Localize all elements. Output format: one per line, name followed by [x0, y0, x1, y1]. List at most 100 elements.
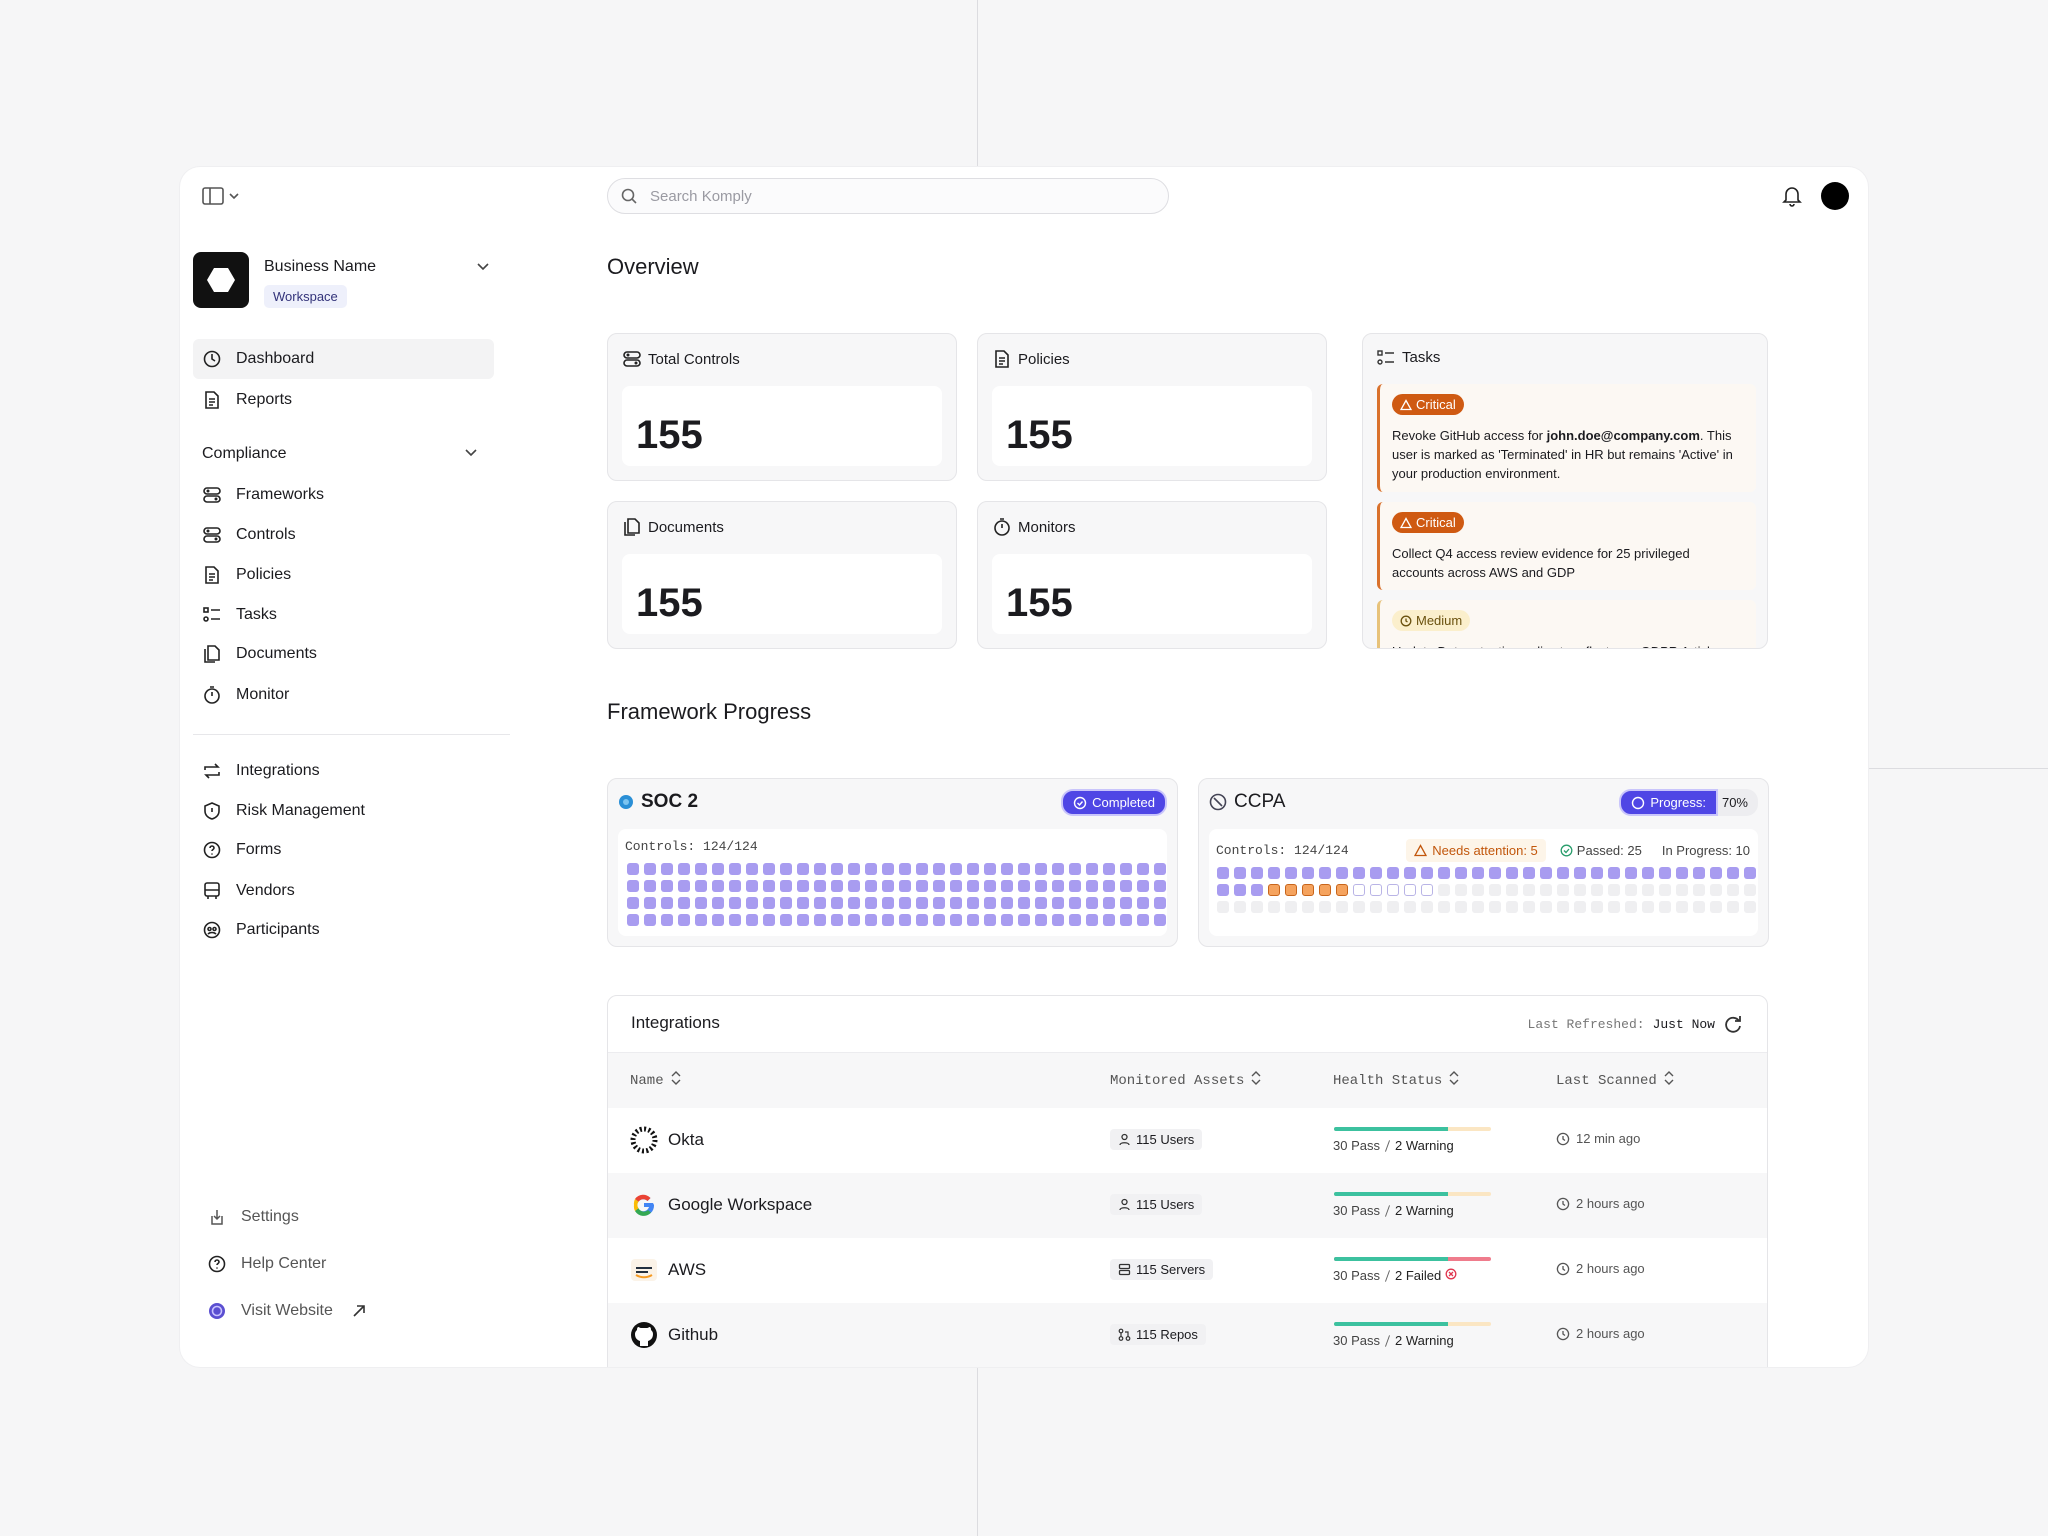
- search-box[interactable]: Search Komply: [607, 178, 1169, 214]
- control-square: [1591, 884, 1603, 896]
- nav-item[interactable]: Integrations: [202, 751, 320, 791]
- control-square: [1018, 880, 1030, 892]
- control-square: [1625, 884, 1637, 896]
- column-header[interactable]: Monitored Assets: [1110, 1070, 1262, 1091]
- control-square: [1455, 901, 1467, 913]
- nav-section[interactable]: Compliance: [202, 434, 492, 474]
- graphic: [1119, 1133, 1130, 1146]
- graphic: [631, 198, 637, 204]
- sidebar-toggle[interactable]: [202, 186, 242, 206]
- nav-item[interactable]: Vendors: [202, 871, 295, 911]
- controls-count: Controls: 124/124: [625, 839, 758, 854]
- framework-name: SOC 2: [618, 791, 698, 813]
- task-item[interactable]: Medium Update Data retention policy to re…: [1377, 600, 1756, 648]
- graphic: [202, 187, 224, 205]
- nav-icon: [204, 763, 220, 779]
- graphic: [1118, 1336, 1124, 1341]
- nav-item[interactable]: Frameworks: [202, 475, 324, 515]
- table-row[interactable]: Okta 115 Users 30 Pass 2 Warning 12 min ago: [608, 1108, 1767, 1174]
- table-header: [608, 1052, 1767, 1110]
- table-row[interactable]: Google Workspace 115 Users 30 Pass 2 Warnin…: [608, 1173, 1767, 1239]
- control-square: [1154, 897, 1166, 909]
- table-row[interactable]: AWS 115 Servers 30 Pass 2 Failed 2 hours ago: [608, 1238, 1767, 1304]
- control-square: [746, 914, 758, 926]
- guide-line: [977, 1367, 978, 1536]
- task-item[interactable]: Critical Collect Q4 access review evidenc…: [1377, 502, 1756, 590]
- control-square: [899, 863, 911, 875]
- control-square: [1591, 867, 1603, 879]
- nav-item[interactable]: Visit Website: [207, 1291, 333, 1331]
- chevron[interactable]: [476, 259, 490, 273]
- control-square: [1285, 901, 1297, 913]
- control-square: [1404, 884, 1416, 896]
- control-square: [1472, 901, 1484, 913]
- nav-item[interactable]: Help Center: [207, 1244, 326, 1284]
- refresh-button[interactable]: [1723, 1014, 1743, 1034]
- graphic: [1556, 1327, 1570, 1340]
- control-square: [1693, 884, 1705, 896]
- control-square: [1035, 863, 1047, 875]
- stat-card: Total Controls 155: [607, 333, 957, 481]
- graphic: [214, 1259, 220, 1266]
- column-header[interactable]: Name: [630, 1070, 682, 1091]
- nav-item[interactable]: Participants: [202, 910, 320, 950]
- in-progress: In Progress: 10: [1661, 843, 1750, 858]
- control-square: [1370, 901, 1382, 913]
- nav-icon: [209, 1303, 225, 1319]
- control-square: [1103, 863, 1115, 875]
- control-square: [933, 863, 945, 875]
- nav-item[interactable]: Monitor: [202, 675, 289, 715]
- avatar[interactable]: [1821, 182, 1849, 210]
- graphic: [209, 845, 215, 852]
- control-square: [746, 897, 758, 909]
- control-square: [1727, 867, 1739, 879]
- control-square: [746, 880, 758, 892]
- nav-item[interactable]: Tasks: [202, 595, 277, 635]
- control-square: [814, 880, 826, 892]
- nav-item[interactable]: Policies: [202, 555, 291, 595]
- control-square: [865, 914, 877, 926]
- nav-item[interactable]: Controls: [202, 515, 296, 555]
- control-square: [1001, 914, 1013, 926]
- graphic: [203, 487, 221, 495]
- control-square: [814, 863, 826, 875]
- graphic: [1121, 1133, 1128, 1141]
- graphic: [1119, 1142, 1130, 1146]
- needs-attention-label: Needs attention: 5: [1432, 843, 1538, 858]
- nav-label: Visit Website: [241, 1302, 333, 1319]
- control-square: [916, 914, 928, 926]
- control-square: [695, 863, 707, 875]
- table-row[interactable]: Github 115 Repos 30 Pass 2 Warning 2 hours a…: [608, 1303, 1767, 1367]
- assets-label: 115 Servers: [1136, 1262, 1206, 1277]
- nav-item[interactable]: Risk Management: [202, 791, 365, 831]
- column-label: Name: [630, 1072, 664, 1089]
- column-header[interactable]: Last Scanned: [1556, 1070, 1675, 1091]
- control-square: [712, 914, 724, 926]
- task-text-part: Collect Q4 access review evidence for 25…: [1392, 546, 1690, 580]
- graphic: [353, 1305, 365, 1317]
- notifications[interactable]: [1782, 185, 1802, 207]
- control-square: [1251, 867, 1263, 879]
- column-header[interactable]: Health Status: [1333, 1070, 1460, 1091]
- control-square: [1086, 880, 1098, 892]
- graphic: [1735, 1016, 1741, 1022]
- task-item[interactable]: Critical Revoke GitHub access for john.do…: [1377, 384, 1756, 492]
- control-square: [627, 880, 639, 892]
- graphic: [204, 649, 215, 663]
- control-square: [1506, 884, 1518, 896]
- nav-item[interactable]: Settings: [207, 1197, 299, 1237]
- nav-item[interactable]: Reports: [202, 380, 292, 420]
- control-square: [1540, 884, 1552, 896]
- nav-item[interactable]: Forms: [202, 830, 281, 870]
- graphic: [623, 359, 641, 367]
- task-text-part: . This user is marked as 'Terminated' in…: [1392, 428, 1733, 481]
- nav-item[interactable]: Documents: [202, 634, 317, 674]
- nav-icon: [211, 1210, 223, 1225]
- nav-item[interactable]: Dashboard: [202, 339, 314, 379]
- graphic: [1118, 1328, 1131, 1341]
- assets-label: 115 Repos: [1136, 1327, 1198, 1342]
- stat-box: 155: [992, 554, 1312, 634]
- control-square: [1268, 884, 1280, 896]
- nav-label: Documents: [236, 645, 317, 662]
- control-square: [848, 880, 860, 892]
